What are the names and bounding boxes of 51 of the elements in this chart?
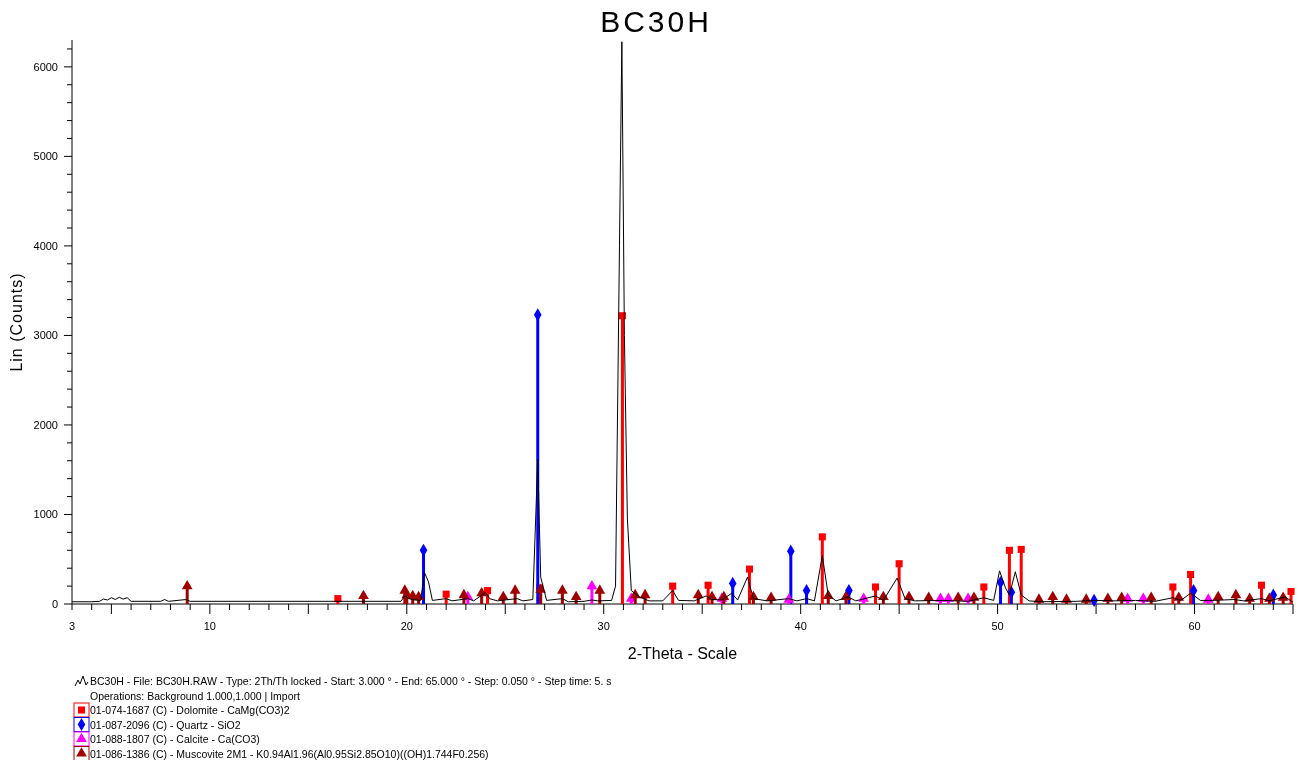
x-tick-label: 10 — [203, 620, 216, 632]
point — [1230, 588, 1242, 599]
point — [557, 584, 568, 594]
x-tick-label: 3 — [68, 620, 76, 632]
point — [692, 588, 704, 599]
point — [980, 583, 988, 591]
y-axis-title: Lin (Counts) — [8, 272, 25, 372]
legend-label: BC30H - File: BC30H.RAW - Type: 2Th/Th locked - Start: 3.000 ° - End: 65.000 ° - Step: 0.050 ° - Step time: 5. s — [90, 675, 612, 687]
point — [1017, 545, 1025, 553]
x-tick-label: 60 — [1188, 620, 1201, 632]
y-tick-label: 4000 — [33, 239, 58, 252]
y-tick-label: 1000 — [33, 508, 58, 521]
y-tick-label: 2000 — [33, 418, 58, 431]
point — [1047, 590, 1059, 600]
point — [586, 579, 598, 590]
point — [1187, 570, 1195, 578]
point — [895, 560, 903, 568]
point — [497, 590, 509, 600]
legend-label: 01-088-1807 (C) - Calcite - Ca(CO3) — [90, 733, 260, 745]
chart-title: BC30H — [600, 5, 712, 38]
point — [594, 584, 606, 594]
point — [1257, 581, 1266, 589]
x-tick-label: 50 — [991, 620, 1004, 632]
point — [1169, 583, 1177, 591]
x-tick-label: 40 — [794, 620, 807, 632]
point — [570, 590, 582, 600]
point — [181, 579, 193, 590]
point — [669, 582, 677, 590]
x-tick-label: 20 — [400, 620, 413, 632]
y-tick-label: 6000 — [33, 60, 58, 73]
point — [704, 581, 712, 589]
point — [818, 533, 826, 541]
y-tick-label: 3000 — [33, 329, 58, 342]
point — [442, 590, 450, 598]
point — [1212, 590, 1224, 600]
point — [1005, 546, 1013, 554]
point — [458, 588, 470, 599]
point — [358, 589, 369, 600]
point — [871, 583, 880, 591]
legend-label: 01-087-2096 (C) - Quartz - SiO2 — [90, 718, 241, 731]
x-axis-title: 2-Theta - Scale — [627, 645, 738, 662]
point — [484, 587, 492, 595]
point — [745, 565, 753, 573]
y-tick-label: 5000 — [33, 150, 58, 163]
point — [509, 584, 521, 594]
point — [1287, 587, 1295, 595]
legend-label: 01-074-1687 (C) - Dolomite - CaMg(CO3)2 — [90, 704, 290, 716]
y-tick-label: 0 — [51, 598, 58, 610]
legend-label: 01-086-1386 (C) - Muscovite 2M1 - K0.94Al1.96(Al0.95Si2.85O10)((OH)1.744F0.256) — [90, 747, 489, 760]
x-tick-label: 30 — [597, 620, 610, 632]
text: Operations: Background 1.000,1.000 | Import — [90, 689, 301, 702]
